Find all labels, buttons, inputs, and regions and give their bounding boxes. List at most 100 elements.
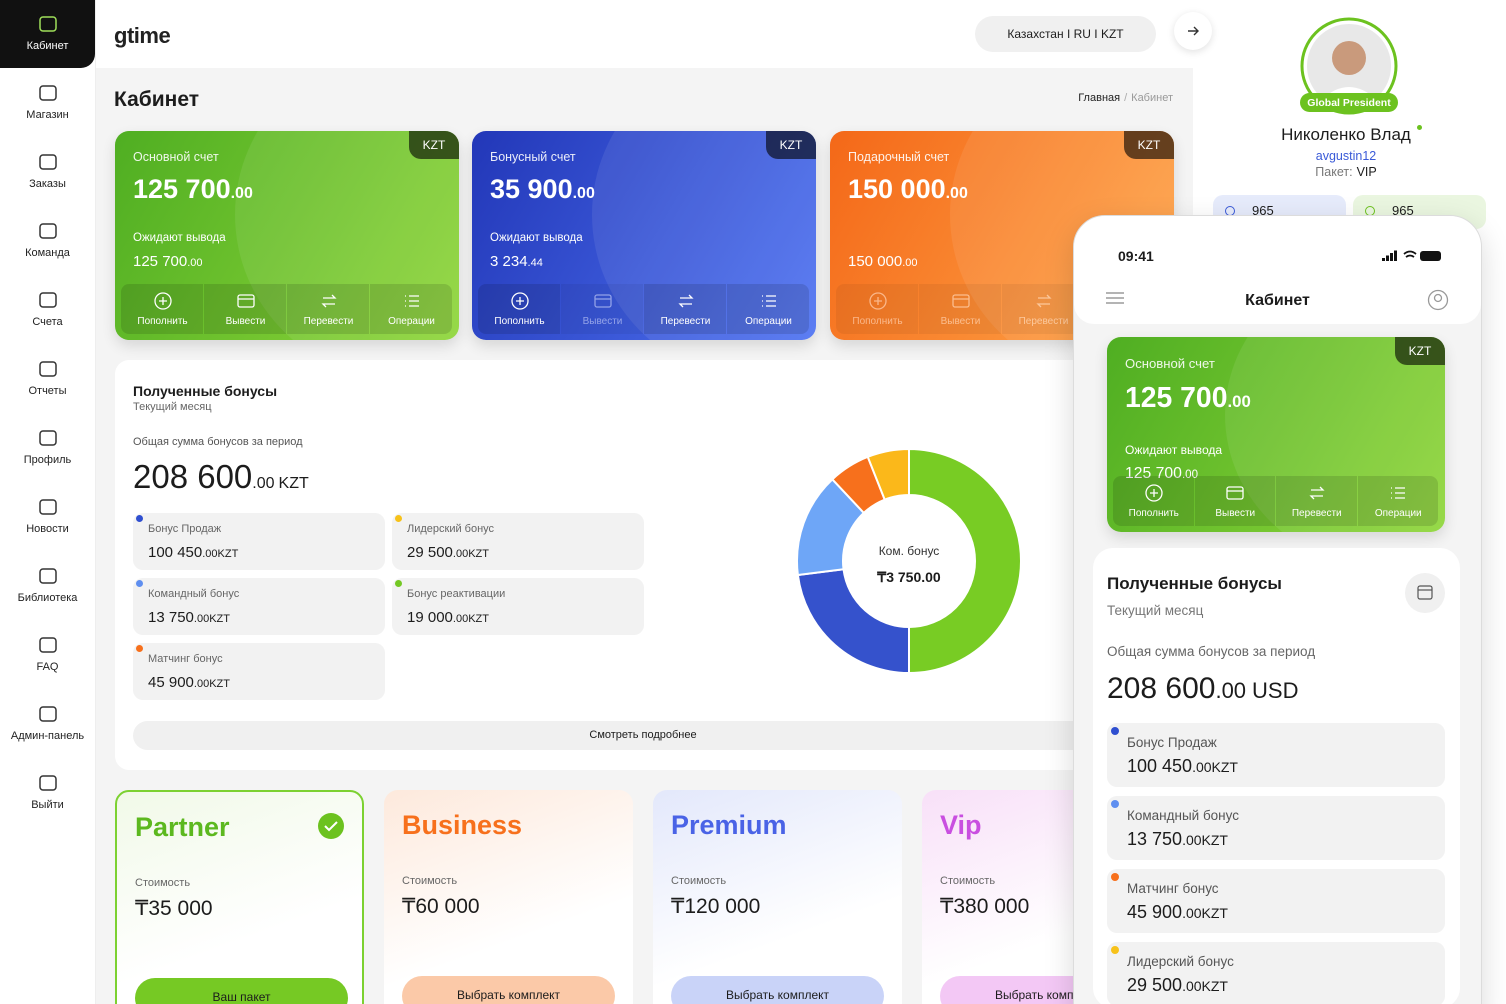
- action-label: Пополнить: [494, 316, 545, 327]
- icon-shape: [39, 637, 57, 653]
- bonus-amount: 29 500.00KZT: [407, 544, 489, 562]
- bonus-amount: 100 450.00KZT: [1127, 756, 1238, 778]
- account-card: KZT Бонусный счет 35 900.00 Ожидают вывода 3…: [472, 131, 816, 340]
- sidebar-item[interactable]: Заказы: [29, 178, 66, 191]
- icon: [39, 85, 57, 101]
- sidebar-item[interactable]: Магазин: [26, 109, 69, 122]
- package-button[interactable]: Выбрать комплект: [671, 976, 884, 1004]
- action-label: Пополнить: [852, 316, 903, 327]
- account-card: KZT Основной счет 125 700.00 Ожидают вывода…: [1107, 337, 1445, 532]
- action-button[interactable]: Пополнить: [1113, 476, 1194, 526]
- sidebar-item[interactable]: Отчеты: [28, 385, 67, 398]
- avatar-head: [1332, 41, 1366, 75]
- sidebar-item[interactable]: FAQ: [36, 661, 59, 674]
- bonus-amount: 100 450.00KZT: [148, 544, 238, 562]
- pending-amount: 150 000.00: [848, 253, 918, 271]
- action-button[interactable]: Вывести: [1194, 476, 1275, 526]
- currency-tag: KZT: [1395, 337, 1445, 365]
- bonus-amount-part: 45 900: [1127, 902, 1183, 923]
- package-button[interactable]: Ваш пакет: [135, 978, 348, 1004]
- bonus-dot: [136, 580, 143, 587]
- mobile-bonuses-subtitle: Текущий месяц: [1107, 602, 1204, 618]
- calendar-button[interactable]: [1405, 573, 1445, 613]
- currency: KZT: [779, 137, 803, 152]
- icon-shape: [153, 292, 172, 310]
- bonus-amount-part: .00: [452, 548, 469, 560]
- icon-shape: [39, 16, 57, 32]
- icon: [39, 292, 57, 308]
- arrow-button[interactable]: [1174, 12, 1212, 50]
- action-button[interactable]: Вывести: [919, 284, 1001, 334]
- more-button[interactable]: Смотреть подробнее: [133, 721, 1153, 750]
- pending-label: Ожидают вывода: [1125, 443, 1223, 458]
- action-button[interactable]: Перевести: [1276, 476, 1357, 526]
- package-price: ₸60 000: [402, 895, 480, 919]
- icon: [318, 813, 344, 839]
- action-button[interactable]: Вывести: [204, 284, 286, 334]
- currency: KZT: [1408, 343, 1432, 358]
- mobile-total-part: .00: [1215, 678, 1247, 703]
- bonus-amount-part: 100 450: [1127, 756, 1193, 777]
- action-button[interactable]: Пополнить: [121, 284, 203, 334]
- account-amount-part: 150 000: [848, 173, 946, 204]
- profile-name: Николенко Влад: [1281, 124, 1411, 144]
- signal-bar: [1382, 258, 1385, 261]
- package-cost-label: Стоимость: [402, 875, 458, 888]
- pending-amount-part: .44: [527, 257, 543, 269]
- action-button[interactable]: Перевести: [287, 284, 369, 334]
- icon: [1382, 250, 1441, 261]
- action-button[interactable]: Операции: [1357, 476, 1438, 526]
- bonus-amount-part: 13 750: [1127, 829, 1183, 850]
- icon-shape: [1149, 489, 1158, 497]
- package-name: Vip: [940, 809, 982, 840]
- bonus-dot: [1111, 946, 1119, 954]
- sidebar-item[interactable]: Админ-панель: [10, 730, 85, 743]
- action-button[interactable]: Пополнить: [478, 284, 560, 334]
- account-amount-part: .00: [230, 184, 253, 202]
- action-label: Вывести: [582, 316, 623, 327]
- sidebar: [0, 0, 96, 1004]
- mobile-total-part: 208 600: [1107, 672, 1216, 705]
- icon: [1188, 26, 1199, 36]
- icon-shape: [39, 775, 57, 791]
- sidebar-item[interactable]: Команда: [25, 247, 70, 260]
- bonus-amount-part: KZT: [1201, 978, 1228, 995]
- pending-amount-part: 125 700: [1125, 465, 1182, 483]
- mobile-bonus-item: Командный бонус 13 750.00KZT: [1107, 796, 1445, 860]
- action-button[interactable]: Операции: [370, 284, 452, 334]
- user-icon: [1427, 289, 1449, 311]
- bonus-amount-part: .00: [1182, 905, 1202, 922]
- action-button[interactable]: Перевести: [644, 284, 726, 334]
- locale-button[interactable]: Казахстан I RU I KZT: [975, 16, 1156, 52]
- sidebar-item[interactable]: Кабинет: [26, 40, 69, 53]
- action-button[interactable]: Вывести: [561, 284, 643, 334]
- action-label: Вывести: [940, 316, 981, 327]
- package-button[interactable]: Выбрать комплект: [402, 976, 615, 1004]
- action-button[interactable]: Операции: [727, 284, 809, 334]
- bonus-amount-part: KZT: [209, 678, 230, 690]
- sidebar-item[interactable]: Профиль: [23, 454, 72, 467]
- bonus-name: Матчинг бонус: [1127, 880, 1219, 896]
- donut-value: ₸3 750.00: [877, 568, 941, 585]
- icon-shape: [677, 294, 694, 308]
- battery: [1420, 251, 1441, 261]
- action-button[interactable]: Пополнить: [836, 284, 918, 334]
- icon: [1391, 487, 1406, 499]
- sidebar-item[interactable]: Библиотека: [17, 592, 78, 605]
- account-amount-part: .00: [572, 184, 595, 202]
- bonus-dot: [1111, 800, 1119, 808]
- sidebar-item[interactable]: Выйти: [31, 799, 64, 812]
- package-card: Partner Стоимость ₸35 000 Ваш пакет: [115, 790, 364, 1004]
- bonus-amount: 19 000.00KZT: [407, 609, 489, 627]
- icon: [39, 499, 57, 515]
- mobile-total-label: Общая сумма бонусов за период: [1107, 643, 1316, 659]
- action-button[interactable]: Перевести: [1002, 284, 1084, 334]
- icon: [39, 775, 57, 791]
- bonuses-total-part: KZT: [278, 475, 309, 493]
- icon: [39, 16, 57, 32]
- action-label: Перевести: [1018, 316, 1069, 327]
- icon-shape: [868, 292, 887, 310]
- sidebar-item[interactable]: Новости: [26, 523, 69, 536]
- sidebar-item[interactable]: Счета: [32, 316, 63, 329]
